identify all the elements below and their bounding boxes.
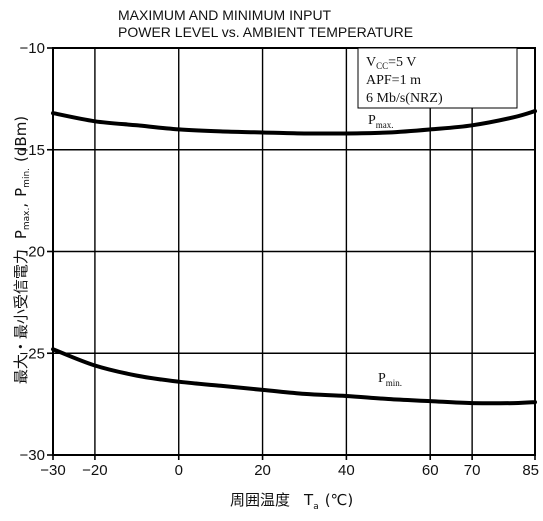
chart-title-line-2: POWER LEVEL vs. AMBIENT TEMPERATURE	[118, 24, 413, 40]
x-tick-label-1: −20	[82, 462, 107, 479]
x-tick-label-0: −30	[40, 462, 65, 479]
conditions-box	[357, 47, 518, 109]
x-tick-label-2: 0	[175, 462, 183, 479]
x-tick-label-4: 40	[338, 462, 355, 479]
chart-title-line-1: MAXIMUM AND MINIMUM INPUT	[118, 7, 332, 23]
y-tick-label-3: −25	[20, 345, 45, 362]
grid-lines	[53, 48, 535, 455]
x-tick-label-5: 60	[422, 462, 439, 479]
condition-rate: 6 Mb/s(NRZ)	[366, 91, 443, 106]
condition-apf: APF=1 m	[366, 73, 421, 88]
x-tick-label-7: 85	[522, 462, 539, 479]
y-tick-label-1: −15	[20, 142, 45, 159]
x-tick-label-6: 70	[464, 462, 481, 479]
y-tick-label-4: −30	[20, 447, 45, 464]
series-label-pmax: Pmax.	[368, 113, 394, 130]
x-tick-labels: −30 −20 0 20 40 60 70 85	[40, 455, 539, 479]
series-line-pmin	[51, 347, 537, 406]
x-tick-label-3: 20	[254, 462, 271, 479]
y-axis-label: 最大・最小受信電力Pmax.,Pmin.(dBm)	[12, 116, 32, 384]
series-lines	[51, 109, 537, 406]
y-tick-label-2: −20	[20, 244, 45, 261]
y-tick-label-0: −10	[20, 40, 45, 57]
condition-vcc: VCC=5 V	[366, 55, 416, 71]
x-axis-label: 周囲温度 Ta (℃)	[230, 491, 353, 512]
y-tick-labels: −10 −15 −20 −25 −30	[20, 40, 53, 464]
series-line-pmax	[51, 109, 537, 136]
series-label-pmin: Pmin.	[378, 371, 402, 388]
